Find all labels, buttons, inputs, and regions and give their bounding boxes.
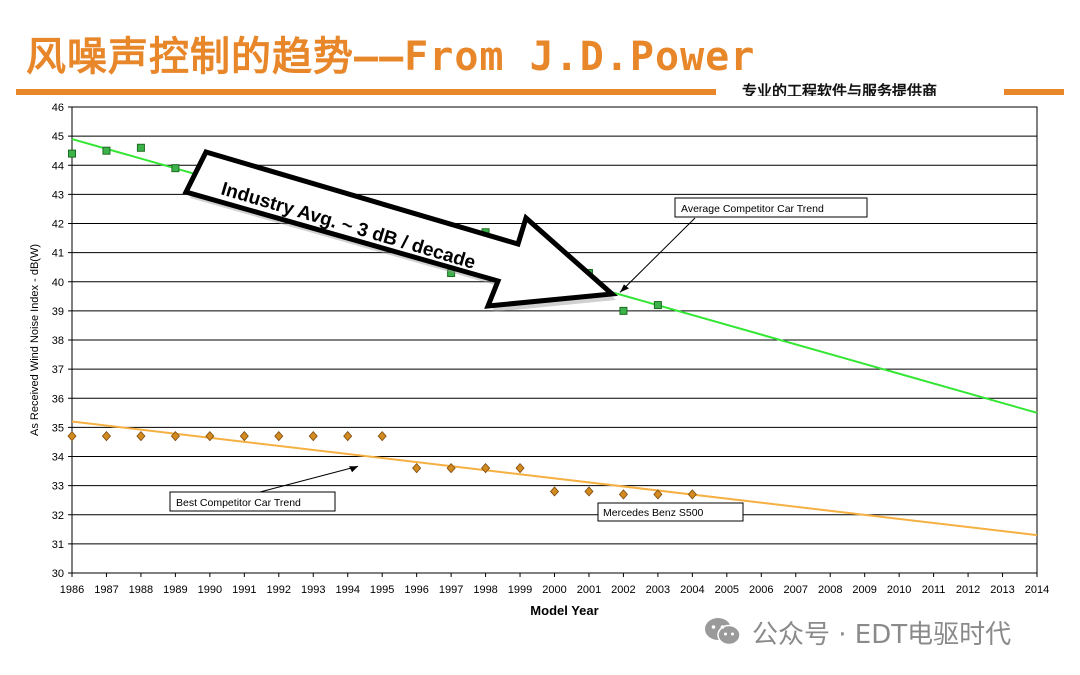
best-trend-callout-box [169,491,336,512]
average-trend-arrowhead [619,284,629,293]
x-tick-label: 2007 [784,584,808,596]
x-tick-label: 1986 [60,584,84,596]
best-competitor-point [343,431,353,442]
data-points [67,143,697,500]
x-tick-label: 1998 [473,584,497,596]
chart-axes [68,106,1038,577]
wechat-icon [705,618,741,646]
x-tick-label: 2004 [680,584,704,596]
page-title: 风噪声控制的趋势——From J.D.Power [26,34,756,80]
best-competitor-point [481,463,491,474]
y-tick-label: 33 [52,481,64,493]
best-trend-leader [259,465,359,493]
industry-avg-arrow [182,149,618,309]
x-tick-label: 2001 [577,584,601,596]
x-tick-label: 1992 [267,584,291,596]
watermark-text: 公众号 · EDT电驱时代 [752,619,1012,650]
best-competitor-point [377,431,387,442]
y-tick-label: 30 [52,568,64,580]
average-trend-callout: Average Competitor Car Trend [681,203,824,215]
average-trend-callout-box [674,197,868,218]
y-tick-label: 34 [52,452,64,464]
x-tick-label: 2010 [887,584,911,596]
y-tick-label: 37 [52,364,64,376]
average-trend-leader [619,217,696,293]
average-competitor-point [68,149,76,158]
best-competitor-point [205,431,215,442]
best-competitor-point [239,431,249,442]
x-tick-label: 2012 [956,584,980,596]
y-tick-label: 38 [52,335,64,347]
best-competitor-point [67,431,77,442]
y-tick-label: 46 [52,102,64,114]
company-tagline: 专业的工程软件与服务提供商 [742,82,938,96]
x-tick-label: 2006 [749,584,773,596]
title-underline-right [1004,89,1064,95]
average-competitor-point [619,306,628,315]
best-competitor-point [274,431,284,442]
best-competitor-point [584,486,594,497]
best-competitor-point [170,431,180,442]
best-competitor-point [101,431,111,442]
title-underline-left [16,89,716,95]
best-competitor-point [653,489,663,500]
x-tick-label: 2011 [922,584,946,596]
x-tick-label: 1995 [370,584,394,596]
mercedes-callout-box [597,502,744,522]
best-trend-arrowhead [349,466,359,473]
best-competitor-point [515,463,525,474]
average-competitor-point [102,146,111,155]
x-axis-title: Model Year [530,603,598,618]
average-competitor-point [171,164,180,173]
x-tick-label: 1996 [404,584,428,596]
y-tick-label: 45 [52,131,64,143]
y-axis-title: As Received Wind Noise Index - dB(W) [29,244,41,436]
x-tick-label: 1988 [129,584,153,596]
x-tick-label: 2002 [611,584,635,596]
tick-labels: 30 31 32 33 34 35 36 37 38 39 40 41 42 43 44 45 46 1986 19… [29,102,1049,618]
x-tick-label: 1993 [301,584,325,596]
watermark: 公众号 · EDT电驱时代 [704,612,1011,652]
mercedes-callout: Mercedes Benz S500 [603,507,704,519]
x-tick-label: 1989 [163,584,187,596]
best-competitor-point [618,489,628,500]
best-competitor-point [446,463,456,474]
best-competitor-point [549,486,560,497]
best-competitor-point [687,489,697,500]
y-tick-label: 32 [52,510,64,522]
x-tick-label: 2009 [852,584,876,596]
y-tick-label: 42 [52,219,64,231]
x-tick-label: 2003 [646,584,670,596]
best-trend-callout: Best Competitor Car Trend [176,497,301,509]
x-tick-label: 2000 [542,584,566,596]
x-tick-label: 2014 [1025,584,1049,596]
x-tick-label: 1994 [335,584,359,596]
x-tick-label: 1991 [232,584,256,596]
best-trend-line [71,420,1038,537]
y-tick-label: 44 [52,160,64,172]
best-competitor-point [308,431,318,442]
x-tick-label: 2013 [990,584,1014,596]
x-tick-label: 1990 [198,584,222,596]
x-tick-label: 1997 [439,584,463,596]
y-tick-label: 39 [52,306,64,318]
y-tick-label: 43 [52,189,64,201]
best-competitor-point [412,463,422,474]
y-tick-label: 31 [52,539,64,551]
x-tick-label: 1999 [508,584,532,596]
best-competitor-point [136,431,146,442]
y-tick-label: 41 [52,248,64,260]
x-tick-label: 2005 [715,584,739,596]
average-competitor-point [653,301,662,310]
average-competitor-point [136,143,145,152]
y-tick-label: 40 [52,277,64,289]
y-tick-label: 36 [52,393,64,405]
x-tick-label: 1987 [94,584,118,596]
x-tick-label: 2008 [818,584,842,596]
y-tick-label: 35 [52,422,64,434]
